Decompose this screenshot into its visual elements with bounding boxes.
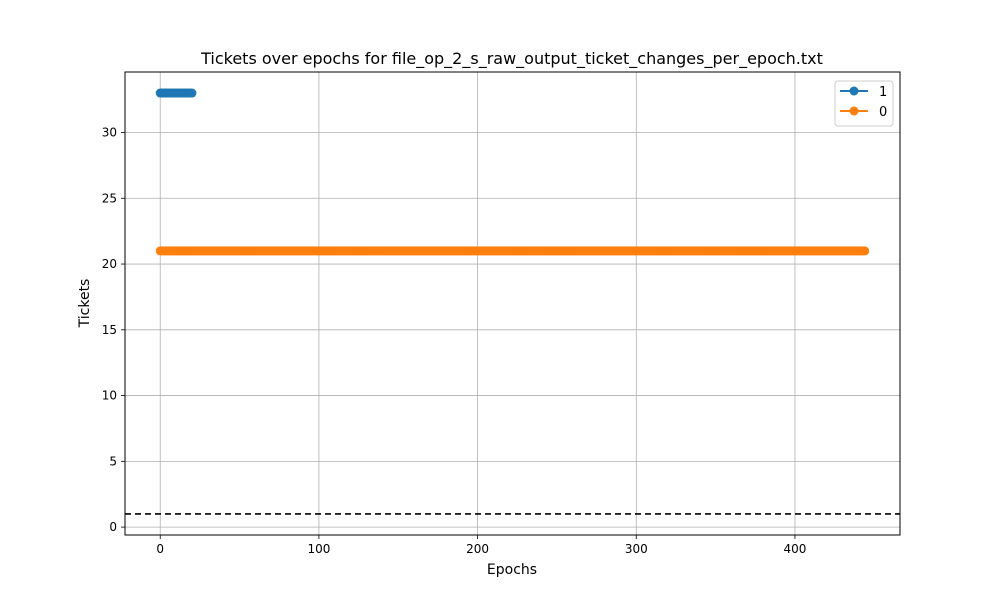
legend-label: 0: [879, 105, 887, 120]
legend-box: [834, 80, 894, 127]
y-tick-label: 5: [109, 454, 117, 468]
x-tick-label: 0: [156, 542, 164, 556]
y-tick-label: 20: [102, 257, 117, 271]
legend-marker: [849, 86, 859, 96]
series-0: [155, 246, 870, 256]
grid-lines: [125, 72, 900, 535]
x-tick-label: 200: [466, 542, 489, 556]
data-point: [860, 246, 870, 256]
legend: 10: [834, 80, 894, 127]
x-tick-label: 400: [783, 542, 806, 556]
series-1: [155, 88, 197, 98]
x-tick-label: 300: [625, 542, 648, 556]
plot-data: [125, 88, 900, 515]
y-tick-label: 15: [102, 323, 117, 337]
x-axis-label: Epochs: [487, 562, 537, 578]
legend-label: 1: [879, 85, 887, 100]
x-tick-label: 100: [307, 542, 330, 556]
data-point: [187, 88, 197, 98]
chart-title: Tickets over epochs for file_op_2_s_raw_…: [200, 49, 823, 69]
y-tick-label: 10: [102, 389, 117, 403]
legend-marker: [849, 106, 859, 116]
y-tick-label: 25: [102, 191, 117, 205]
y-axis-label: Tickets: [77, 279, 93, 329]
axis-ticks: 0 100 200 300 400 0 5 10 15 20 25 30: [102, 126, 807, 556]
plot-frame: [124, 71, 901, 536]
y-tick-label: 30: [102, 126, 117, 140]
y-tick-label: 0: [109, 520, 117, 534]
